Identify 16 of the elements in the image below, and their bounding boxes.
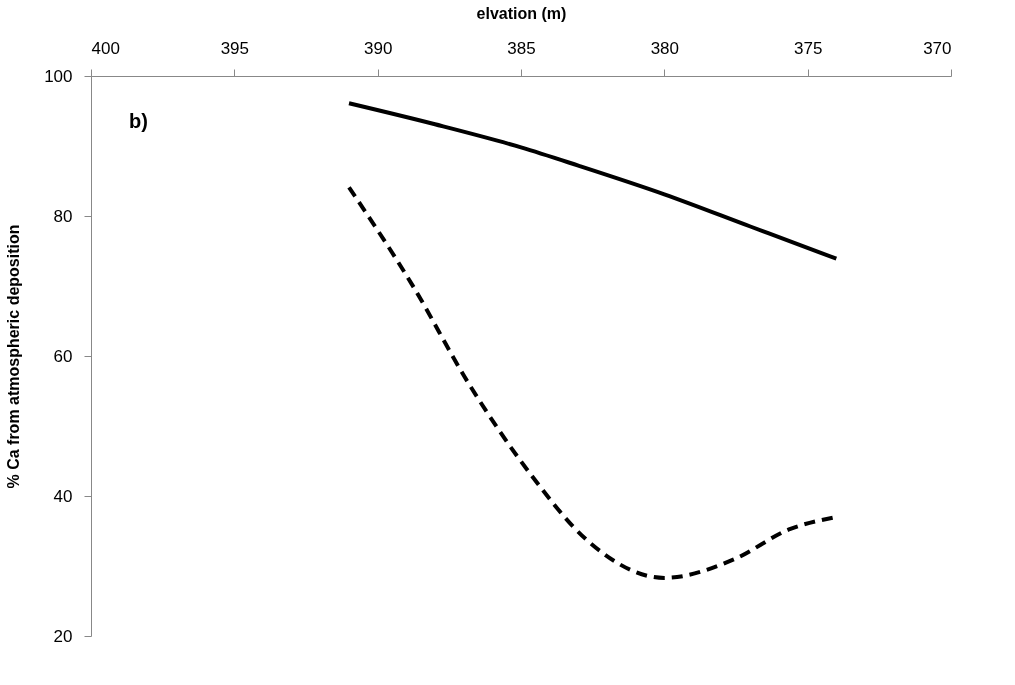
y-axis-title: % Ca from atmospheric deposition [5,224,23,489]
x-tick-label: 390 [363,38,393,58]
y-tick-label: 20 [53,626,73,646]
annotation: b) [129,110,148,132]
x-tick-label: 385 [507,38,536,58]
y-tick-label: 80 [53,206,73,226]
x-tick-label: 395 [220,38,250,58]
line-series [347,101,839,261]
y-tick-label: 60 [53,346,73,366]
x-tick-label: 375 [793,38,823,58]
x-tick-label: 400 [91,38,120,58]
x-tick-label: 380 [650,38,680,58]
y-tick-label: 100 [44,66,73,86]
x-axis-title: elvation (m) [476,4,567,22]
x-tick-label: 370 [923,38,952,58]
y-tick-label: 40 [53,486,73,506]
